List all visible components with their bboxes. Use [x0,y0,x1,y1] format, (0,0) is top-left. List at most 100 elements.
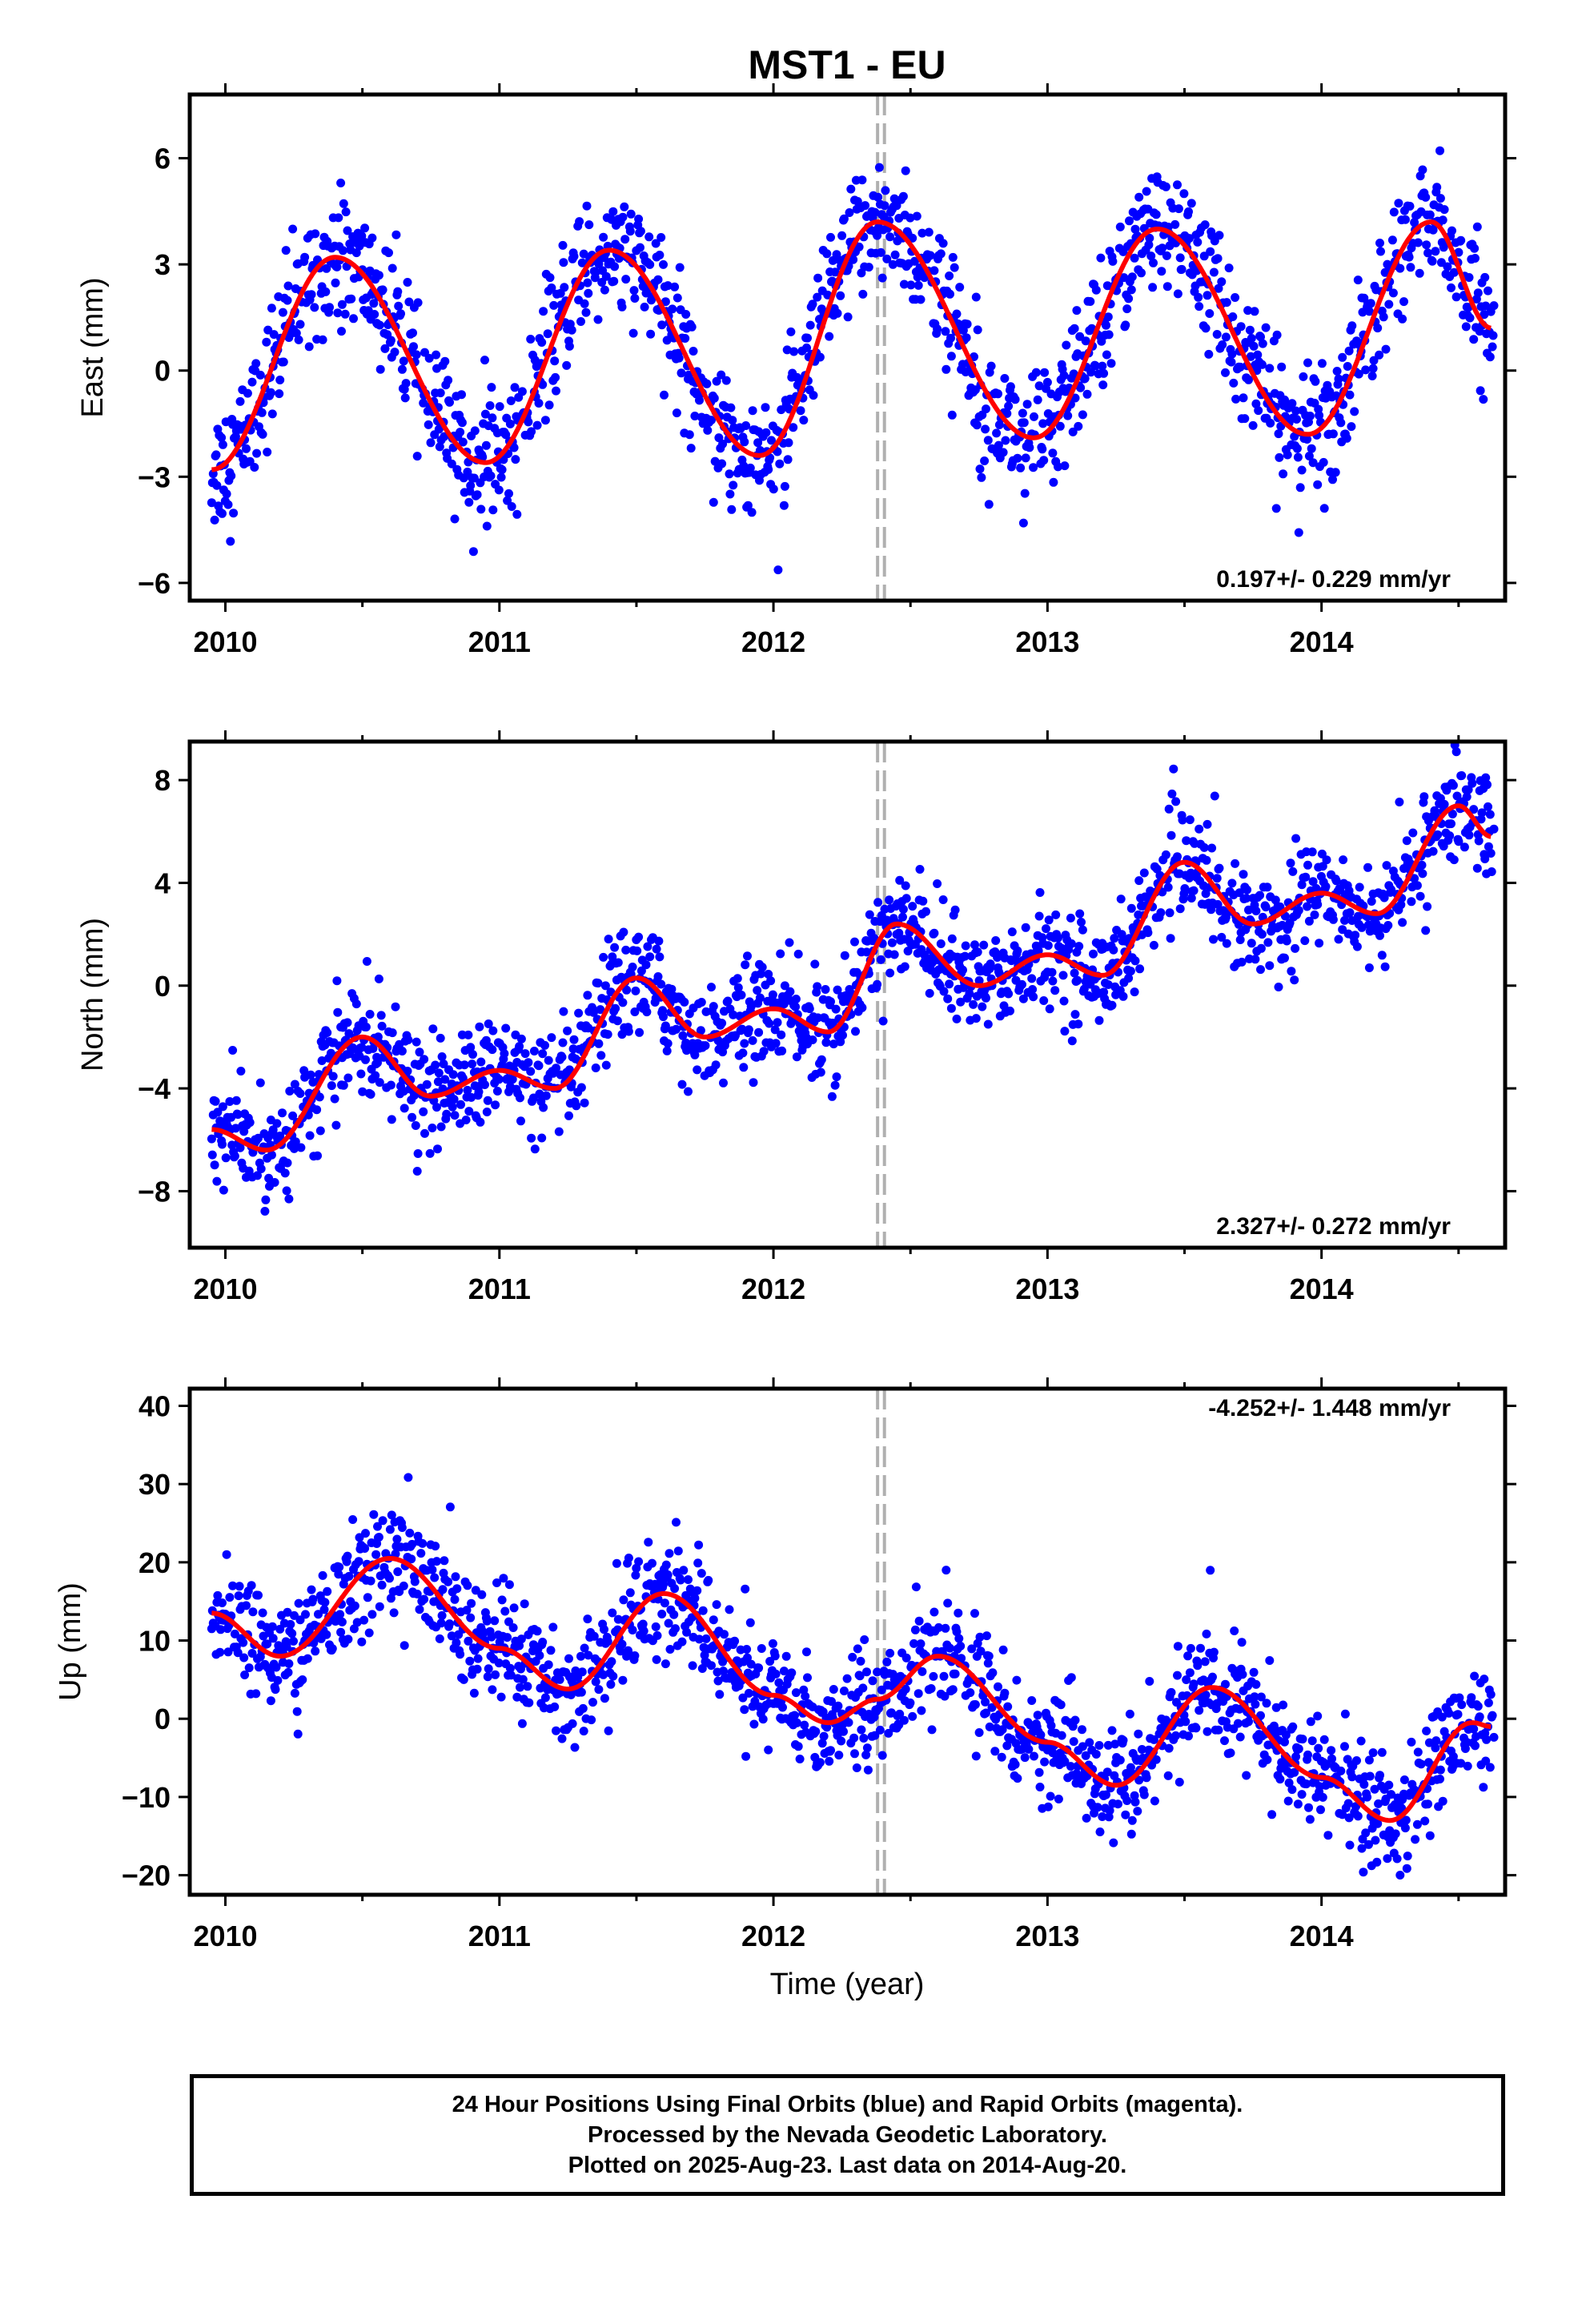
data-point [1203,291,1212,300]
data-point [1051,910,1061,919]
data-point [436,1122,446,1132]
data-point [351,248,361,258]
data-point [284,1194,294,1204]
data-point [833,1701,843,1711]
data-point [821,985,830,994]
data-point [607,1657,616,1667]
data-point [278,308,287,317]
data-point [211,1096,220,1106]
data-point [440,1556,449,1566]
data-point [727,505,737,514]
data-point [400,393,410,403]
data-point [1256,1711,1265,1720]
data-point [330,1094,339,1104]
data-point [576,317,585,326]
data-point [626,209,636,219]
data-point [1419,792,1429,802]
data-point [323,1586,332,1596]
data-point [1340,1742,1349,1751]
data-point [1359,1779,1369,1789]
data-point [792,1052,801,1062]
data-point [1142,1773,1151,1783]
data-point [218,509,227,518]
data-point [541,1091,551,1100]
data-point [1456,1759,1466,1768]
data-point [230,1629,239,1638]
data-point [1070,968,1079,978]
data-point [552,1063,560,1073]
data-point [1070,324,1079,333]
data-point [577,1667,587,1677]
data-point [912,211,921,221]
data-point [918,896,928,906]
data-point [1130,253,1139,263]
data-point [1130,956,1140,966]
data-point [1307,1736,1317,1746]
data-point [838,1031,847,1040]
data-point [1199,251,1209,261]
data-point [695,1634,704,1644]
data-point [817,1055,826,1064]
data-point [648,1558,656,1568]
data-point [1054,1795,1063,1803]
data-point [554,1127,564,1136]
data-point [616,1647,625,1656]
data-point [749,1719,759,1729]
data-point [857,1003,867,1012]
data-point [950,263,959,272]
data-point [411,1121,420,1130]
data-point [701,1041,710,1051]
data-point [1048,1748,1058,1758]
data-point [328,1072,338,1081]
data-point [1186,199,1196,208]
data-point [526,1067,536,1076]
data-point [610,262,620,271]
data-point [582,201,592,211]
data-point [1423,248,1432,258]
data-point [524,417,533,427]
data-point [1018,994,1028,1003]
data-point [1203,1727,1212,1736]
data-point [659,1012,668,1022]
data-point [1108,256,1118,266]
data-point [698,1606,708,1615]
data-point [684,370,693,380]
data-point [998,448,1008,457]
data-point [1046,1791,1055,1801]
data-point [1344,346,1354,356]
data-point [1049,477,1058,487]
data-point [1274,983,1283,991]
data-point [450,1594,460,1604]
data-point [534,1061,544,1071]
data-point [490,1616,500,1626]
data-point [1279,469,1288,479]
data-point [1103,312,1113,322]
data-point [304,342,314,352]
figure-title: MST1 - EU [748,42,946,87]
data-point [1235,935,1245,944]
data-point [652,944,661,954]
data-point [1242,1771,1251,1780]
data-point [877,1685,886,1695]
data-point [267,1150,276,1160]
data-point [782,345,792,355]
data-point [413,298,423,308]
data-point [1137,1745,1146,1754]
data-point [709,1615,718,1625]
data-point [1303,860,1312,870]
data-point [1122,1796,1132,1805]
data-point [690,412,700,420]
data-point [1233,1719,1243,1728]
data-point [497,465,507,474]
data-point [905,1698,915,1707]
data-point [753,986,762,995]
data-point [771,1669,781,1679]
data-point [476,505,486,514]
data-point [1247,334,1256,343]
data-point [830,267,840,277]
data-point [1282,936,1291,946]
data-point [474,1087,484,1096]
data-point [516,1683,524,1692]
data-point [827,1092,837,1101]
data-point [810,959,820,969]
